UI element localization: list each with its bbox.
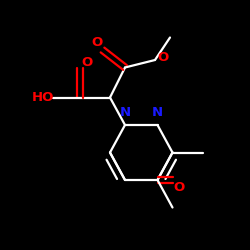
Text: O: O [92,36,103,49]
Text: O: O [82,56,93,69]
Text: O: O [157,51,168,64]
Text: HO: HO [31,91,54,104]
Text: N: N [120,106,130,119]
Text: N: N [152,106,163,119]
Text: O: O [173,181,184,194]
